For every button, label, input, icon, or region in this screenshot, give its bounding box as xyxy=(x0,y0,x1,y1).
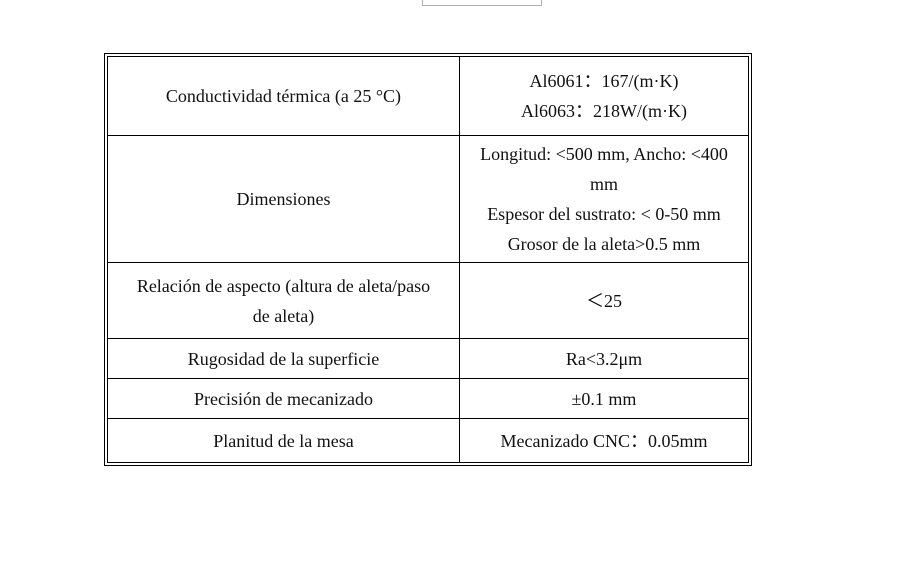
table-row: Conductividad térmica (a 25 °C) Al6061：1… xyxy=(107,56,749,136)
row-value: ＜25 xyxy=(459,262,749,339)
row-label: Precisión de mecanizado xyxy=(107,378,460,419)
row-label: Relación de aspecto (altura de aleta/pas… xyxy=(107,262,460,339)
row-value: Mecanizado CNC：0.05mm xyxy=(459,418,749,463)
table-row: Precisión de mecanizado ±0.1 mm xyxy=(107,378,749,419)
value-line: Espesor del sustrato: < 0-50 mm xyxy=(487,204,721,224)
row-value: Al6061：167/(m·K) Al6063：218W/(m·K) xyxy=(459,56,749,136)
value-line: Al6061：167/(m·K) xyxy=(529,71,679,91)
row-value: ±0.1 mm xyxy=(459,378,749,419)
value-line: Al6063：218W/(m·K) xyxy=(521,101,687,121)
row-label: Conductividad térmica (a 25 °C) xyxy=(107,56,460,136)
row-label: Planitud de la mesa xyxy=(107,418,460,463)
table-row: Planitud de la mesa Mecanizado CNC：0.05m… xyxy=(107,418,749,463)
spec-table: Conductividad térmica (a 25 °C) Al6061：1… xyxy=(104,53,752,466)
table-row: Rugosidad de la superficie Ra<3.2μm xyxy=(107,338,749,379)
row-label: Dimensiones xyxy=(107,135,460,263)
table-row: Dimensiones Longitud: <500 mm, Ancho: <4… xyxy=(107,135,749,263)
value-line: Grosor de la aleta>0.5 mm xyxy=(507,234,701,254)
value-line: Longitud: <500 mm, Ancho: <400 mm xyxy=(480,144,728,194)
row-value: Longitud: <500 mm, Ancho: <400 mm Espesor… xyxy=(459,135,749,263)
row-value: Ra<3.2μm xyxy=(459,338,749,379)
table-row: Relación de aspecto (altura de aleta/pas… xyxy=(107,262,749,339)
page-header-box xyxy=(422,0,542,6)
row-label: Rugosidad de la superficie xyxy=(107,338,460,379)
